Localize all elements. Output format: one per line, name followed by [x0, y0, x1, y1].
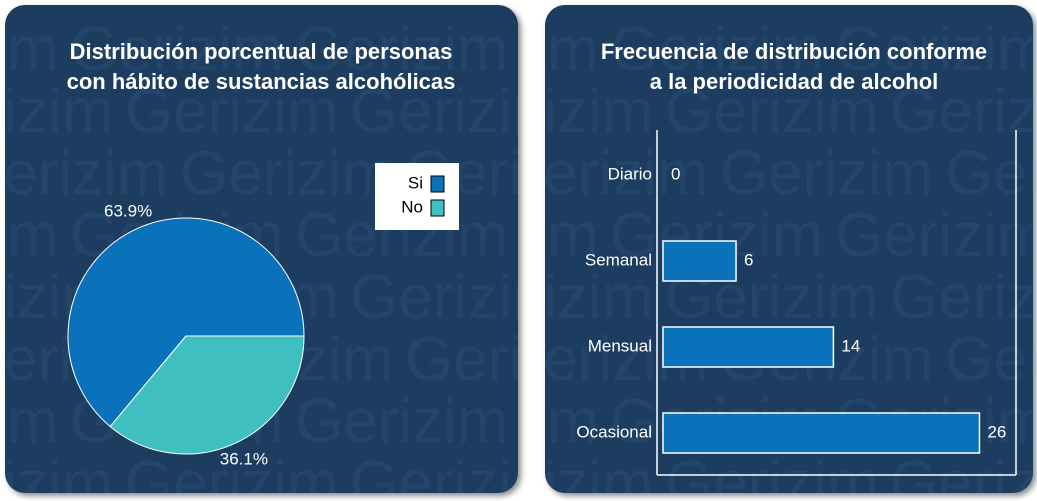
watermark-text: Gerizim [295, 15, 509, 84]
y-tick-label: Mensual [588, 336, 652, 355]
watermark-text: Gerizim [385, 201, 599, 270]
watermark-text: Gerizim [125, 77, 339, 146]
watermark-text: Gerizim [0, 387, 59, 456]
watermark-text: Gerizim [440, 263, 654, 332]
watermark-text: Gerizim [385, 15, 599, 84]
pie-slice [109, 335, 305, 455]
watermark-text: Gerizim [385, 387, 599, 456]
watermark-text: Gerizim [835, 15, 1037, 84]
bar [662, 412, 981, 454]
chart-title: con hábito de sustancias alcohólicas [67, 69, 456, 94]
chart-title: a la periodicidad de alcohol [650, 69, 939, 94]
watermark-text: Gerizim [665, 449, 879, 501]
watermark-text: Gerizim [890, 263, 1037, 332]
value-label: 0 [671, 164, 680, 183]
y-tick-label: Diario [608, 164, 652, 183]
value-label: 6 [744, 250, 753, 269]
watermark-text: Gerizim [0, 77, 114, 146]
chart-title: Frecuencia de distribución conforme [601, 39, 987, 64]
legend-swatch [430, 199, 445, 217]
bar [662, 240, 737, 282]
watermark-text: Gerizim [70, 15, 284, 84]
legend-swatch [430, 175, 445, 193]
chart-title: Distribución porcentual de personas [70, 39, 453, 64]
watermark-text: Gerizim [945, 139, 1037, 208]
watermark-text: Gerizim [0, 201, 59, 270]
watermark-text: Gerizim [440, 77, 654, 146]
watermark-text: Gerizim [945, 325, 1037, 394]
value-label: 26 [987, 422, 1006, 441]
watermark-text: Gerizim [180, 139, 394, 208]
watermark-text: Gerizim [0, 139, 169, 208]
watermark-text: Gerizim [350, 77, 564, 146]
y-tick-label: Semanal [585, 250, 652, 269]
watermark-text: Gerizim [0, 15, 59, 84]
watermark-text: Gerizim [405, 325, 619, 394]
watermark-text: Gerizim [440, 449, 654, 501]
panel [545, 5, 1033, 493]
watermark-text: Gerizim [125, 449, 339, 501]
y-tick-label: Ocasional [576, 422, 652, 441]
watermark-text: Gerizim [610, 15, 824, 84]
watermark-text: Gerizim [350, 449, 564, 501]
watermark-layer: GerizimGerizimGerizimGerizimGerizimGeriz… [0, 15, 619, 501]
bar [662, 326, 835, 368]
watermark-layer: GerizimGerizimGerizimGerizimGerizimGeriz… [385, 15, 1037, 501]
pie-chart: Distribución porcentual de personas con h… [67, 39, 459, 469]
value-label: 14 [841, 336, 860, 355]
slice-label: 63.9% [104, 201, 152, 220]
slice-label: 36.1% [220, 450, 268, 469]
watermark-text: Gerizim [495, 139, 709, 208]
legend-box [375, 163, 459, 230]
watermark-text: Gerizim [0, 449, 114, 501]
watermark-text: Gerizim [295, 387, 509, 456]
pie-slice [67, 217, 305, 428]
watermark-text: Gerizim [350, 263, 564, 332]
watermark-text: Gerizim [665, 77, 879, 146]
watermark-text: Gerizim [720, 139, 934, 208]
legend-label: No [401, 197, 423, 216]
watermark-text: Gerizim [890, 449, 1037, 501]
watermark-text: Gerizim [835, 201, 1037, 270]
watermark-text: Gerizim [890, 77, 1037, 146]
bar-chart: Frecuencia de distribución conforme a la … [576, 39, 1017, 476]
legend-label: Si [408, 173, 423, 192]
